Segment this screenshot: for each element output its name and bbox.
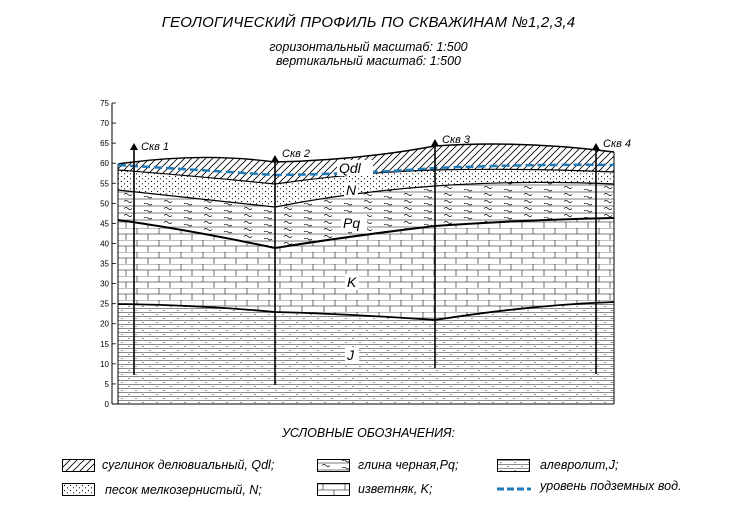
layer-n: [118, 169, 614, 207]
legend-swatch-water-level: [497, 487, 531, 491]
axis-tick-label: 25: [100, 300, 109, 309]
axis-tick-label: 70: [100, 119, 109, 128]
axis-tick-label: 65: [100, 139, 109, 148]
boundary-pq-k: [117, 217, 615, 250]
axis-tick-label: 60: [100, 159, 109, 168]
legend-label-loam: суглинок делювиальный, Qdl;: [102, 458, 275, 472]
legend-title: УСЛОВНЫЕ ОБОЗНАЧЕНИЯ:: [281, 426, 456, 440]
boundary-k-j: [117, 301, 615, 321]
axis-tick-label: 50: [100, 199, 109, 208]
horizontal-scale: горизонтальный масштаб: 1:500: [269, 40, 468, 54]
axis-tick-label: 45: [100, 219, 109, 228]
legend-label-siltstone: алевролит,J;: [540, 458, 619, 472]
vertical-scale: вертикальный масштаб: 1:500: [276, 54, 461, 68]
legend-label-clay: глина черная,Pq;: [358, 458, 459, 472]
layer-k: [118, 218, 614, 320]
legend-swatch-limestone: [317, 483, 350, 496]
axis-tick-label: 0: [105, 400, 110, 409]
legend-label-limestone: изветняк, K;: [358, 482, 433, 496]
well-2: Скв 2: [271, 148, 310, 385]
legend-label-sand: песок мелкозернистый, N;: [105, 483, 262, 497]
label-k: K: [347, 274, 357, 290]
well-2-label: Скв 2: [282, 148, 310, 160]
axis-tick-label: 35: [100, 260, 109, 269]
axis-tick-label: 15: [100, 340, 109, 349]
axis-tick-label: 75: [100, 99, 109, 108]
legend-swatch-clay: [317, 459, 350, 472]
axis-tick-label: 5: [105, 380, 110, 389]
axis-ticks: 0 5 10 15 20 25 30 35 40 45 50 55 60 65 70 75: [100, 99, 116, 409]
axis-tick-label: 30: [100, 280, 109, 289]
well-1-label: Скв 1: [141, 141, 169, 153]
axis-tick-label: 10: [100, 360, 109, 369]
legend-swatch-sand: [62, 483, 95, 496]
axis-tick-label: 55: [100, 179, 109, 188]
well-3: Скв 3: [431, 134, 471, 368]
well-1: Скв 1: [130, 141, 169, 375]
legend-swatch-siltstone: [497, 459, 530, 472]
label-pq: Pq: [343, 215, 360, 231]
ground-surface-line: [117, 143, 615, 165]
well-3-label: Скв 3: [442, 134, 471, 146]
label-n: N: [346, 182, 357, 198]
legend-label-water-level: уровень подземных вод.: [540, 479, 682, 493]
axis-tick-label: 40: [100, 239, 109, 248]
boundary-n-pq: [117, 181, 615, 208]
well-4: Скв 4: [592, 138, 631, 374]
legend-swatch-loam: [62, 459, 95, 472]
axis-tick-label: 20: [100, 320, 109, 329]
label-qdl: Qdl: [339, 160, 362, 176]
well-4-label: Скв 4: [603, 138, 631, 150]
label-j: J: [346, 347, 355, 363]
profile-title: ГЕОЛОГИЧЕСКИЙ ПРОФИЛЬ ПО СКВАЖИНАМ №1,2,…: [161, 14, 576, 31]
layer-j: [118, 302, 614, 404]
